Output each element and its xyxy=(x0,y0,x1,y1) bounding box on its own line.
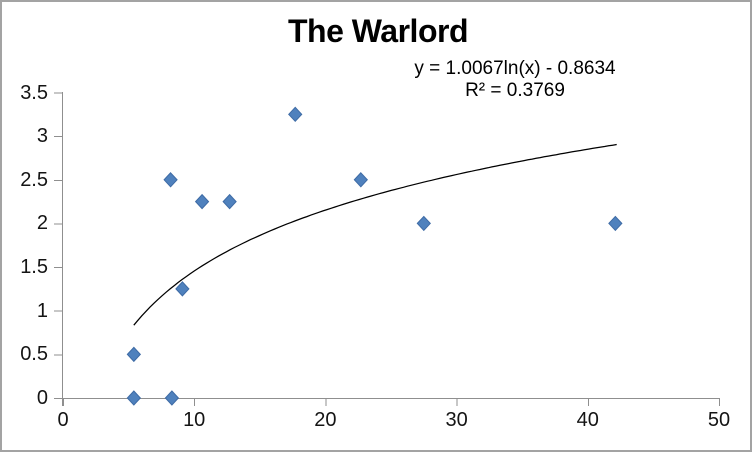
trendline-curve xyxy=(133,143,617,326)
data-point-marker xyxy=(163,172,178,188)
x-tick-label: 20 xyxy=(314,409,337,431)
data-point-marker xyxy=(126,346,142,363)
y-tick-label: 3.5 xyxy=(20,81,48,104)
data-point-marker xyxy=(416,215,431,232)
trendline-equation: y = 1.0067ln(x) - 0.8634 xyxy=(414,58,616,79)
y-tick-label: 0 xyxy=(36,387,48,409)
trendline-label: y = 1.0067ln(x) - 0.8634 R² = 0.3769 xyxy=(365,58,665,102)
data-point-marker xyxy=(194,193,210,210)
x-tick-label: 30 xyxy=(445,409,468,431)
chart-title: The Warlord xyxy=(288,13,468,49)
y-tick-label: 1.5 xyxy=(20,256,48,279)
data-point-marker xyxy=(222,193,237,210)
data-point-marker xyxy=(164,390,180,406)
data-point-marker xyxy=(353,172,369,188)
x-tick-label: 10 xyxy=(183,409,206,431)
data-point-marker xyxy=(608,215,623,232)
x-tick-label: 50 xyxy=(707,409,731,431)
y-tick-label: 3 xyxy=(36,125,48,148)
data-point-marker xyxy=(175,281,190,297)
y-tick-label: 0.5 xyxy=(20,343,48,366)
y-tick-label: 2.5 xyxy=(20,168,48,191)
x-tick-label: 40 xyxy=(576,409,599,431)
y-tick-label: 1 xyxy=(36,299,48,322)
y-tick-label: 2 xyxy=(36,212,48,235)
trendline-r-squared: R² = 0.3769 xyxy=(465,80,565,101)
x-tick-label: 0 xyxy=(57,409,69,431)
data-point-marker xyxy=(126,390,142,406)
data-point-marker xyxy=(288,106,303,123)
